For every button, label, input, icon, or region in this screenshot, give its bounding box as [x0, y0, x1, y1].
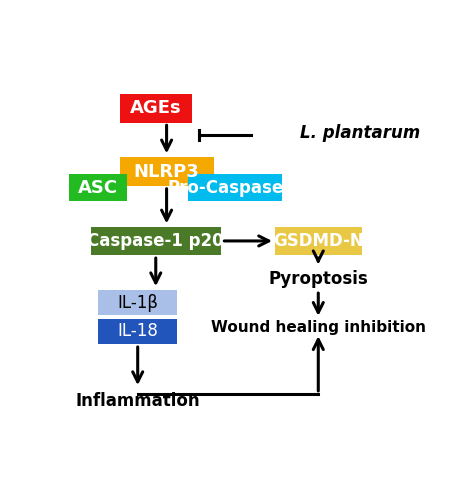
Text: AGEs: AGEs: [130, 99, 182, 117]
Text: Pyroptosis: Pyroptosis: [268, 270, 368, 288]
FancyBboxPatch shape: [120, 94, 192, 122]
Text: NLRP3: NLRP3: [134, 162, 199, 180]
FancyBboxPatch shape: [98, 290, 178, 315]
FancyBboxPatch shape: [120, 157, 213, 186]
Text: Pro-Caspase-1: Pro-Caspase-1: [168, 179, 302, 197]
Text: Wound healing inhibition: Wound healing inhibition: [211, 320, 426, 335]
FancyBboxPatch shape: [91, 226, 221, 256]
FancyBboxPatch shape: [188, 174, 282, 202]
Text: IL-1β: IL-1β: [117, 294, 158, 312]
Text: L. plantarum: L. plantarum: [300, 124, 420, 142]
Text: Inflammation: Inflammation: [75, 392, 200, 409]
Text: GSDMD-N: GSDMD-N: [273, 232, 363, 250]
FancyBboxPatch shape: [98, 319, 178, 344]
FancyBboxPatch shape: [275, 226, 362, 256]
Text: ASC: ASC: [78, 179, 118, 197]
Text: Caspase-1 p20: Caspase-1 p20: [88, 232, 224, 250]
FancyBboxPatch shape: [69, 174, 127, 202]
Text: IL-18: IL-18: [117, 322, 158, 340]
